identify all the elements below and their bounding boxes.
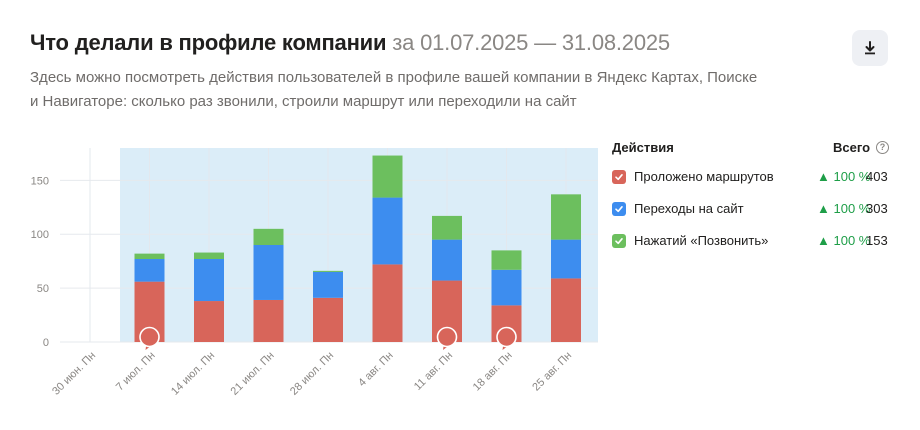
y-tick-label: 50 xyxy=(37,283,49,295)
x-tick-label: 28 июл. Пн xyxy=(288,350,336,398)
event-marker-icon xyxy=(139,326,160,348)
y-tick-label: 150 xyxy=(31,175,49,187)
page-title: Что делали в профиле компании за 01.07.2… xyxy=(30,30,670,56)
question-icon[interactable]: ? xyxy=(876,141,889,154)
legend-item-total: 403 xyxy=(866,169,888,184)
x-tick-label: 4 авг. Пн xyxy=(356,350,396,390)
bar-segment xyxy=(491,269,522,306)
bar-segment xyxy=(432,215,462,240)
stacked-bar-chart: 0 50 100 150 30 июн. Пн 7 июл. Пн 14 июл. Пн 21… xyxy=(31,148,598,398)
bar-segment xyxy=(134,259,165,282)
download-icon xyxy=(865,41,875,55)
legend-item-label: Проложено маршрутов xyxy=(634,169,774,184)
x-tick-label: 25 авг. Пн xyxy=(530,350,574,394)
event-marker-icon xyxy=(436,326,458,348)
bar-segment xyxy=(194,259,224,302)
bar-segment xyxy=(253,228,284,245)
checkbox-checked-icon[interactable] xyxy=(612,234,626,248)
legend: Действия Всего ? Проложено маршрутов ▲ 10… xyxy=(612,140,892,254)
legend-item[interactable]: Нажатий «Позвонить» ▲ 100 % 153 xyxy=(612,230,892,254)
legend-item-label: Переходы на сайт xyxy=(634,201,744,216)
checkbox-checked-icon[interactable] xyxy=(612,202,626,216)
legend-item-label: Нажатий «Позвонить» xyxy=(634,233,769,248)
legend-total-heading: Всего xyxy=(833,140,871,155)
legend-item[interactable]: Проложено маршрутов ▲ 100 % 403 xyxy=(612,166,892,190)
bar-segment xyxy=(134,253,165,260)
event-marker-icon xyxy=(496,326,517,348)
title-text: Что делали в профиле компании xyxy=(30,30,387,55)
x-tick-label: 7 июл. Пн xyxy=(114,350,158,394)
bar-segment xyxy=(551,194,581,240)
legend-item-change: ▲ 100 % xyxy=(817,201,871,216)
legend-item-change: ▲ 100 % xyxy=(817,169,871,184)
legend-item-total: 153 xyxy=(866,233,888,248)
bar-segment xyxy=(372,155,403,198)
x-tick-label: 30 июн. Пн xyxy=(50,350,98,398)
x-tick-label: 18 авг. Пн xyxy=(471,350,515,394)
y-tick-label: 100 xyxy=(31,229,49,241)
bar-segment xyxy=(194,301,224,342)
x-tick-label: 11 авг. Пн xyxy=(412,350,455,393)
bar-segment xyxy=(491,250,522,270)
title-period: за 01.07.2025 — 31.08.2025 xyxy=(392,30,670,55)
bar-segment xyxy=(551,278,581,342)
bar-segment xyxy=(253,299,284,342)
page-subtitle: Здесь можно посмотреть действия пользова… xyxy=(30,69,758,110)
legend-actions-heading: Действия xyxy=(612,140,674,155)
selected-period-area xyxy=(120,148,598,342)
bar-segment xyxy=(432,239,462,281)
bar-segment xyxy=(551,239,581,279)
bar-segment xyxy=(313,270,343,272)
bar-segment xyxy=(194,252,224,260)
download-button[interactable] xyxy=(852,30,888,66)
legend-item[interactable]: Переходы на сайт ▲ 100 % 303 xyxy=(612,198,892,222)
bar-segment xyxy=(253,245,284,300)
bar-segment xyxy=(313,271,343,298)
legend-item-total: 303 xyxy=(866,201,888,216)
checkbox-checked-icon[interactable] xyxy=(612,170,626,184)
x-tick-label: 14 июл. Пн xyxy=(169,350,217,398)
bar-segment xyxy=(372,264,403,342)
bar-segment xyxy=(372,197,403,265)
legend-header: Действия Всего ? xyxy=(612,140,892,158)
bar-segment xyxy=(313,297,343,342)
x-tick-label: 21 июл. Пн xyxy=(229,350,277,398)
legend-item-change: ▲ 100 % xyxy=(817,233,871,248)
y-tick-label: 0 xyxy=(43,337,49,349)
